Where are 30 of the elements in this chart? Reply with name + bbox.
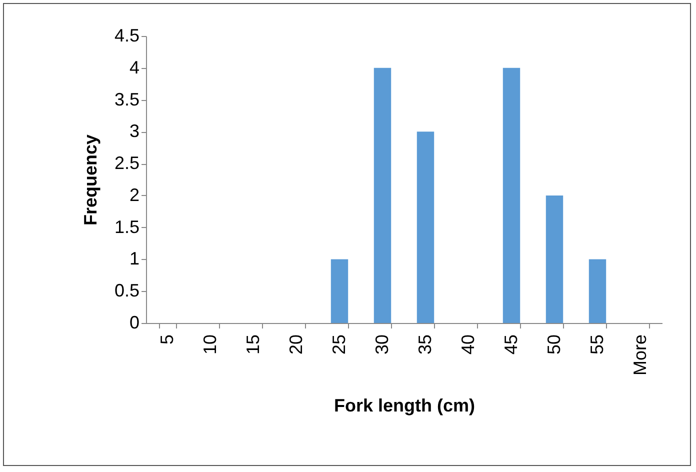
y-tick-label: 1.5: [114, 216, 140, 237]
x-tick-label: More: [630, 334, 650, 376]
x-tick-label: 50: [544, 334, 564, 355]
y-tick-label: 0: [129, 312, 140, 332]
bar: [374, 68, 392, 323]
x-tick-label: 20: [286, 334, 306, 355]
bar: [416, 132, 434, 323]
y-axis-title: Frequency: [80, 134, 100, 226]
x-tick-label: 35: [415, 334, 435, 355]
x-tick-label: 15: [243, 334, 263, 355]
x-tick-label: 45: [501, 334, 521, 355]
x-tick-label: 40: [458, 334, 478, 355]
y-tick-label: 4: [129, 57, 140, 78]
x-tick-label: 30: [372, 334, 392, 355]
y-tick-label: 3.5: [114, 89, 140, 110]
x-axis-title: Fork length (cm): [334, 396, 476, 416]
x-tick-label: 10: [200, 334, 220, 355]
y-tick-label: 3: [129, 121, 140, 142]
y-tick-label: 1: [129, 248, 140, 269]
x-tick-label: 55: [587, 334, 607, 355]
y-tick-label: 4.5: [114, 26, 140, 46]
bar: [330, 259, 348, 323]
x-tick-label: 25: [329, 334, 349, 355]
bar: [502, 68, 520, 323]
bar: [588, 259, 606, 323]
y-tick-label: 2.5: [114, 153, 140, 174]
y-tick-label: 2: [129, 184, 140, 205]
x-tick-label: 5: [157, 334, 177, 345]
y-tick-label: 0.5: [114, 280, 140, 301]
bar: [546, 195, 564, 323]
